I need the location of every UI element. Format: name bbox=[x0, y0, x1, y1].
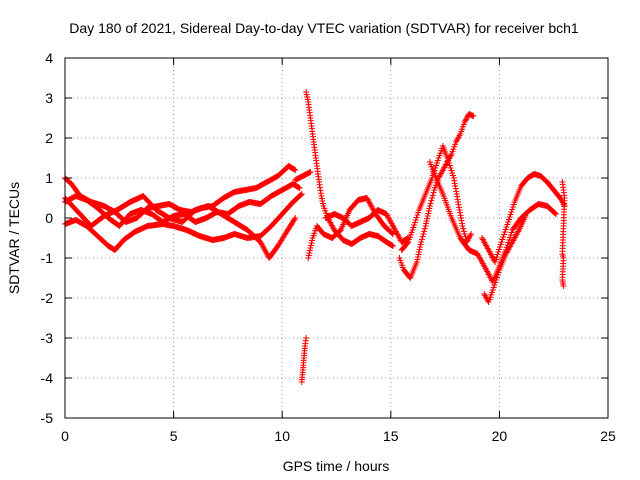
data-point bbox=[460, 228, 467, 235]
data-point bbox=[552, 211, 559, 217]
series-fall-i bbox=[426, 159, 559, 285]
data-point bbox=[296, 185, 303, 191]
series-track-k bbox=[481, 213, 529, 305]
x-tick-label: 10 bbox=[274, 428, 290, 444]
y-tick-label: -4 bbox=[41, 370, 54, 386]
data-point bbox=[292, 177, 299, 183]
y-tick-label: 1 bbox=[45, 170, 53, 186]
series-rise-g bbox=[396, 111, 477, 281]
axis-ticks: 0 5 10 15 20 25 -5 -4 -3 -2 -1 0 1 2 3 4 bbox=[41, 50, 616, 444]
series-track-j bbox=[479, 171, 568, 265]
data-point bbox=[459, 223, 466, 229]
data-point bbox=[461, 231, 468, 237]
data-point bbox=[463, 115, 470, 121]
data-point bbox=[560, 283, 567, 289]
data-point bbox=[426, 203, 433, 209]
series-mid-track-f bbox=[322, 207, 412, 245]
data-point bbox=[292, 167, 299, 173]
y-tick-label: -1 bbox=[41, 250, 54, 266]
data-point bbox=[418, 239, 425, 245]
data-point bbox=[418, 236, 425, 243]
y-tick-label: 4 bbox=[45, 50, 53, 66]
x-tick-label: 20 bbox=[492, 428, 508, 444]
series-end-l bbox=[559, 179, 568, 289]
y-tick-label: -5 bbox=[41, 410, 54, 426]
series-track-c bbox=[62, 191, 305, 253]
data-marks bbox=[62, 89, 568, 385]
data-point bbox=[292, 215, 299, 221]
data-point bbox=[468, 231, 475, 237]
y-tick-label: -3 bbox=[41, 330, 54, 346]
data-point bbox=[420, 231, 427, 237]
data-point bbox=[404, 240, 411, 246]
data-point bbox=[428, 197, 435, 204]
data-point bbox=[421, 228, 428, 235]
series-track-d bbox=[62, 193, 299, 261]
data-point bbox=[462, 233, 469, 240]
data-point bbox=[461, 119, 468, 125]
data-point bbox=[389, 243, 396, 249]
x-tick-label: 0 bbox=[61, 428, 69, 444]
plot-frame bbox=[64, 57, 609, 419]
data-point bbox=[463, 116, 470, 123]
data-point bbox=[429, 195, 436, 201]
x-tick-label: 25 bbox=[600, 428, 616, 444]
data-point bbox=[460, 225, 467, 232]
y-tick-label: -2 bbox=[41, 290, 54, 306]
series-isolated bbox=[292, 169, 314, 183]
data-point bbox=[291, 216, 298, 223]
y-tick-label: 0 bbox=[45, 210, 53, 226]
y-tick-label: 3 bbox=[45, 90, 53, 106]
data-point bbox=[429, 192, 436, 199]
data-point bbox=[552, 210, 559, 217]
x-tick-label: 5 bbox=[170, 428, 178, 444]
data-point bbox=[297, 191, 304, 198]
grid bbox=[65, 58, 608, 418]
data-point bbox=[298, 191, 305, 197]
data-point bbox=[419, 233, 426, 240]
y-tick-label: 2 bbox=[45, 130, 53, 146]
data-point bbox=[522, 213, 529, 219]
series-spike-down bbox=[298, 335, 310, 385]
data-point bbox=[430, 189, 437, 196]
data-point bbox=[470, 113, 477, 119]
x-axis-title: GPS time / hours bbox=[283, 458, 390, 474]
data-point bbox=[303, 335, 310, 341]
x-tick-label: 15 bbox=[383, 428, 399, 444]
data-point bbox=[427, 200, 434, 207]
data-point bbox=[421, 225, 428, 232]
chart-title: Day 180 of 2021, Sidereal Day-to-day VTE… bbox=[69, 20, 579, 36]
y-axis-title: SDTVAR / TECUs bbox=[6, 182, 22, 294]
series-rise-h bbox=[398, 143, 475, 253]
data-point bbox=[462, 117, 469, 124]
